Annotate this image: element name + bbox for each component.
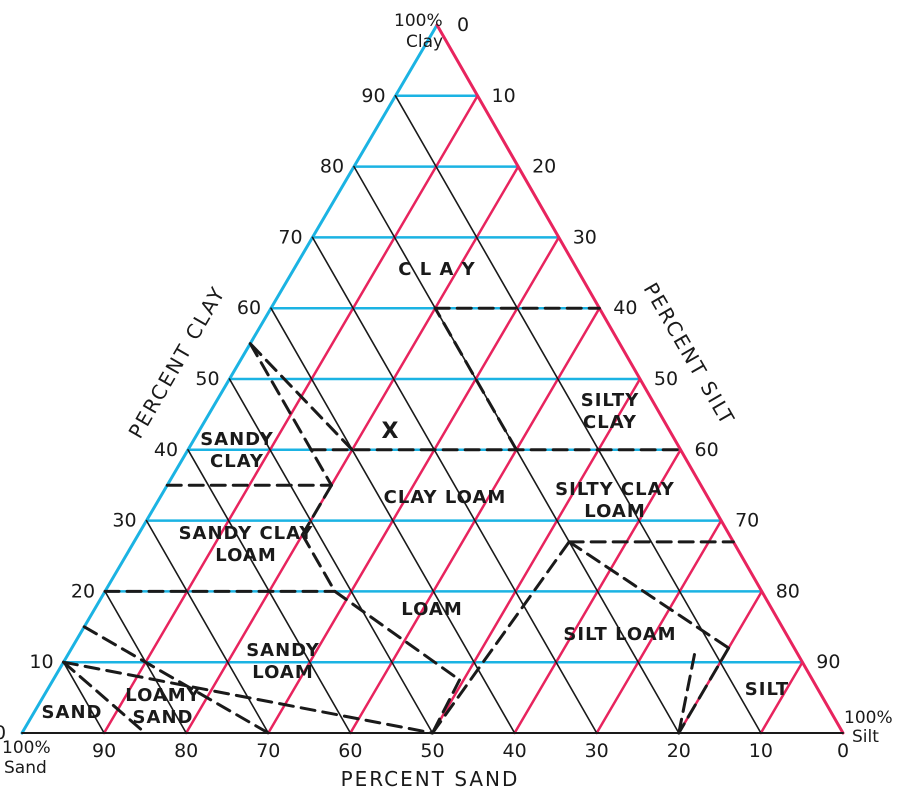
region-label-line: CLAY LOAM bbox=[384, 487, 507, 508]
region-label-line: C L A Y bbox=[398, 259, 475, 280]
texture-boundary bbox=[677, 646, 698, 735]
axis-title-clay: PERCENT CLAY bbox=[124, 282, 231, 443]
silt-tick-label: 20 bbox=[532, 156, 556, 178]
sand-tick-label: 10 bbox=[749, 740, 773, 762]
region-label-sand: SAND bbox=[42, 702, 103, 723]
region-label-sandy-loam: SANDY LOAM bbox=[246, 640, 320, 683]
clay-tick-label: 40 bbox=[154, 439, 178, 461]
region-label-line: SILT bbox=[745, 679, 789, 700]
region-label-silt-loam: SILT LOAM bbox=[563, 624, 676, 645]
clay-tick-label: 0 bbox=[0, 722, 6, 744]
sand-tick-label: 90 bbox=[92, 740, 116, 762]
region-label-line: SILTY CLAY bbox=[555, 479, 675, 500]
silt-gridline bbox=[431, 377, 642, 735]
sand-gridline bbox=[62, 661, 105, 734]
silt-gridline bbox=[267, 236, 561, 735]
sand-gridline bbox=[394, 95, 762, 734]
region-label-loamy-sand: LOAMY SAND bbox=[125, 685, 201, 728]
region-label-line: LOAM bbox=[252, 662, 314, 683]
corner-label-sand-percent: 100% bbox=[2, 738, 51, 758]
texture-boundary bbox=[431, 540, 571, 735]
texture-boundary bbox=[82, 625, 270, 735]
region-label-clay: C L A Y bbox=[398, 259, 475, 280]
axis-title-silt: PERCENT SILT bbox=[639, 279, 740, 430]
sand-gridline bbox=[311, 236, 598, 734]
clay-tick-label: 90 bbox=[361, 85, 385, 107]
clay-tick-label: 70 bbox=[278, 226, 302, 248]
silt-gridline bbox=[595, 519, 723, 735]
region-label-sandy-clay-loam: SANDY CLAY LOAM bbox=[179, 523, 314, 566]
clay-tick-label: 80 bbox=[320, 156, 344, 178]
axis-tick-labels: 0 10 20 30 40 50 60 70 80 90 0 10 20 30 40 50 60 70 80 90 90… bbox=[0, 14, 849, 762]
silt-tick-label: 90 bbox=[816, 651, 840, 673]
corner-label-silt-percent: 100% bbox=[844, 708, 893, 728]
region-label-line: LOAM bbox=[401, 599, 463, 620]
corner-label-clay: Clay bbox=[406, 32, 443, 52]
sand-gridline bbox=[228, 378, 434, 734]
corner-label-clay-percent: 100% bbox=[394, 11, 443, 31]
silt-tick-label: 10 bbox=[492, 85, 516, 107]
corner-label-silt: Silt bbox=[852, 727, 879, 747]
silt-axis-edge bbox=[435, 23, 845, 735]
texture-boundary bbox=[62, 660, 434, 735]
silt-tick-label: 80 bbox=[776, 580, 800, 602]
sample-point-marker: X bbox=[382, 419, 399, 444]
region-label-line: LOAM bbox=[584, 501, 646, 522]
silt-tick-label: 60 bbox=[695, 439, 719, 461]
texture-boundary bbox=[567, 540, 731, 650]
clay-tick-label: 50 bbox=[195, 368, 219, 390]
region-label-line: SILTY bbox=[581, 390, 639, 411]
region-label-line: SANDY bbox=[246, 640, 320, 661]
clay-tick-label: 30 bbox=[112, 510, 136, 532]
region-label-line: SAND bbox=[42, 702, 103, 723]
sand-tick-label: 20 bbox=[667, 740, 691, 762]
texture-boundary bbox=[333, 589, 462, 682]
sand-tick-label: 50 bbox=[420, 740, 444, 762]
region-label-loam: LOAM bbox=[401, 599, 463, 620]
sand-tick-label: 0 bbox=[837, 740, 849, 762]
region-label-line: SILT LOAM bbox=[563, 624, 676, 645]
silt-tick-label: 70 bbox=[735, 510, 759, 532]
texture-boundary bbox=[248, 342, 354, 452]
region-label-silty-clay-loam: SILTY CLAY LOAM bbox=[555, 479, 675, 522]
region-label-clay-loam: CLAY LOAM bbox=[384, 487, 507, 508]
silt-gridline bbox=[759, 660, 804, 735]
silt-gridline bbox=[102, 94, 479, 735]
region-label-line: LOAM bbox=[215, 545, 277, 566]
sand-tick-label: 80 bbox=[174, 740, 198, 762]
region-label-line: SANDY CLAY bbox=[179, 523, 314, 544]
region-label-silty-clay: SILTY CLAY bbox=[581, 390, 639, 433]
axis-title-sand: PERCENT SAND bbox=[341, 767, 520, 791]
region-label-silt: SILT bbox=[745, 679, 789, 700]
clay-tick-label: 60 bbox=[237, 297, 261, 319]
sand-tick-label: 30 bbox=[585, 740, 609, 762]
corner-label-sand: Sand bbox=[4, 758, 47, 778]
sand-tick-label: 40 bbox=[503, 740, 527, 762]
region-label-line: LOAMY bbox=[125, 685, 201, 706]
texture-boundary bbox=[300, 483, 333, 537]
silt-tick-label: 0 bbox=[457, 14, 469, 36]
texture-boundary bbox=[300, 533, 337, 593]
region-label-line: SAND bbox=[133, 707, 194, 728]
sand-tick-label: 70 bbox=[256, 740, 280, 762]
silt-tick-label: 30 bbox=[573, 226, 597, 248]
texture-boundary bbox=[677, 646, 731, 735]
texture-boundary bbox=[248, 342, 333, 487]
silt-tick-label: 50 bbox=[654, 368, 678, 390]
region-label-line: SANDY bbox=[200, 429, 274, 450]
region-label-line: CLAY bbox=[210, 451, 264, 472]
silt-tick-label: 40 bbox=[613, 297, 637, 319]
texture-class-boundaries bbox=[62, 306, 735, 735]
region-label-line: CLAY bbox=[583, 412, 637, 433]
texture-boundary bbox=[62, 660, 147, 735]
clay-tick-label: 10 bbox=[29, 651, 53, 673]
clay-tick-label: 20 bbox=[71, 580, 95, 602]
texture-boundary bbox=[433, 306, 518, 452]
region-label-sandy-clay: SANDY CLAY bbox=[200, 429, 274, 472]
sand-tick-label: 60 bbox=[338, 740, 362, 762]
sand-gridline bbox=[270, 307, 516, 734]
